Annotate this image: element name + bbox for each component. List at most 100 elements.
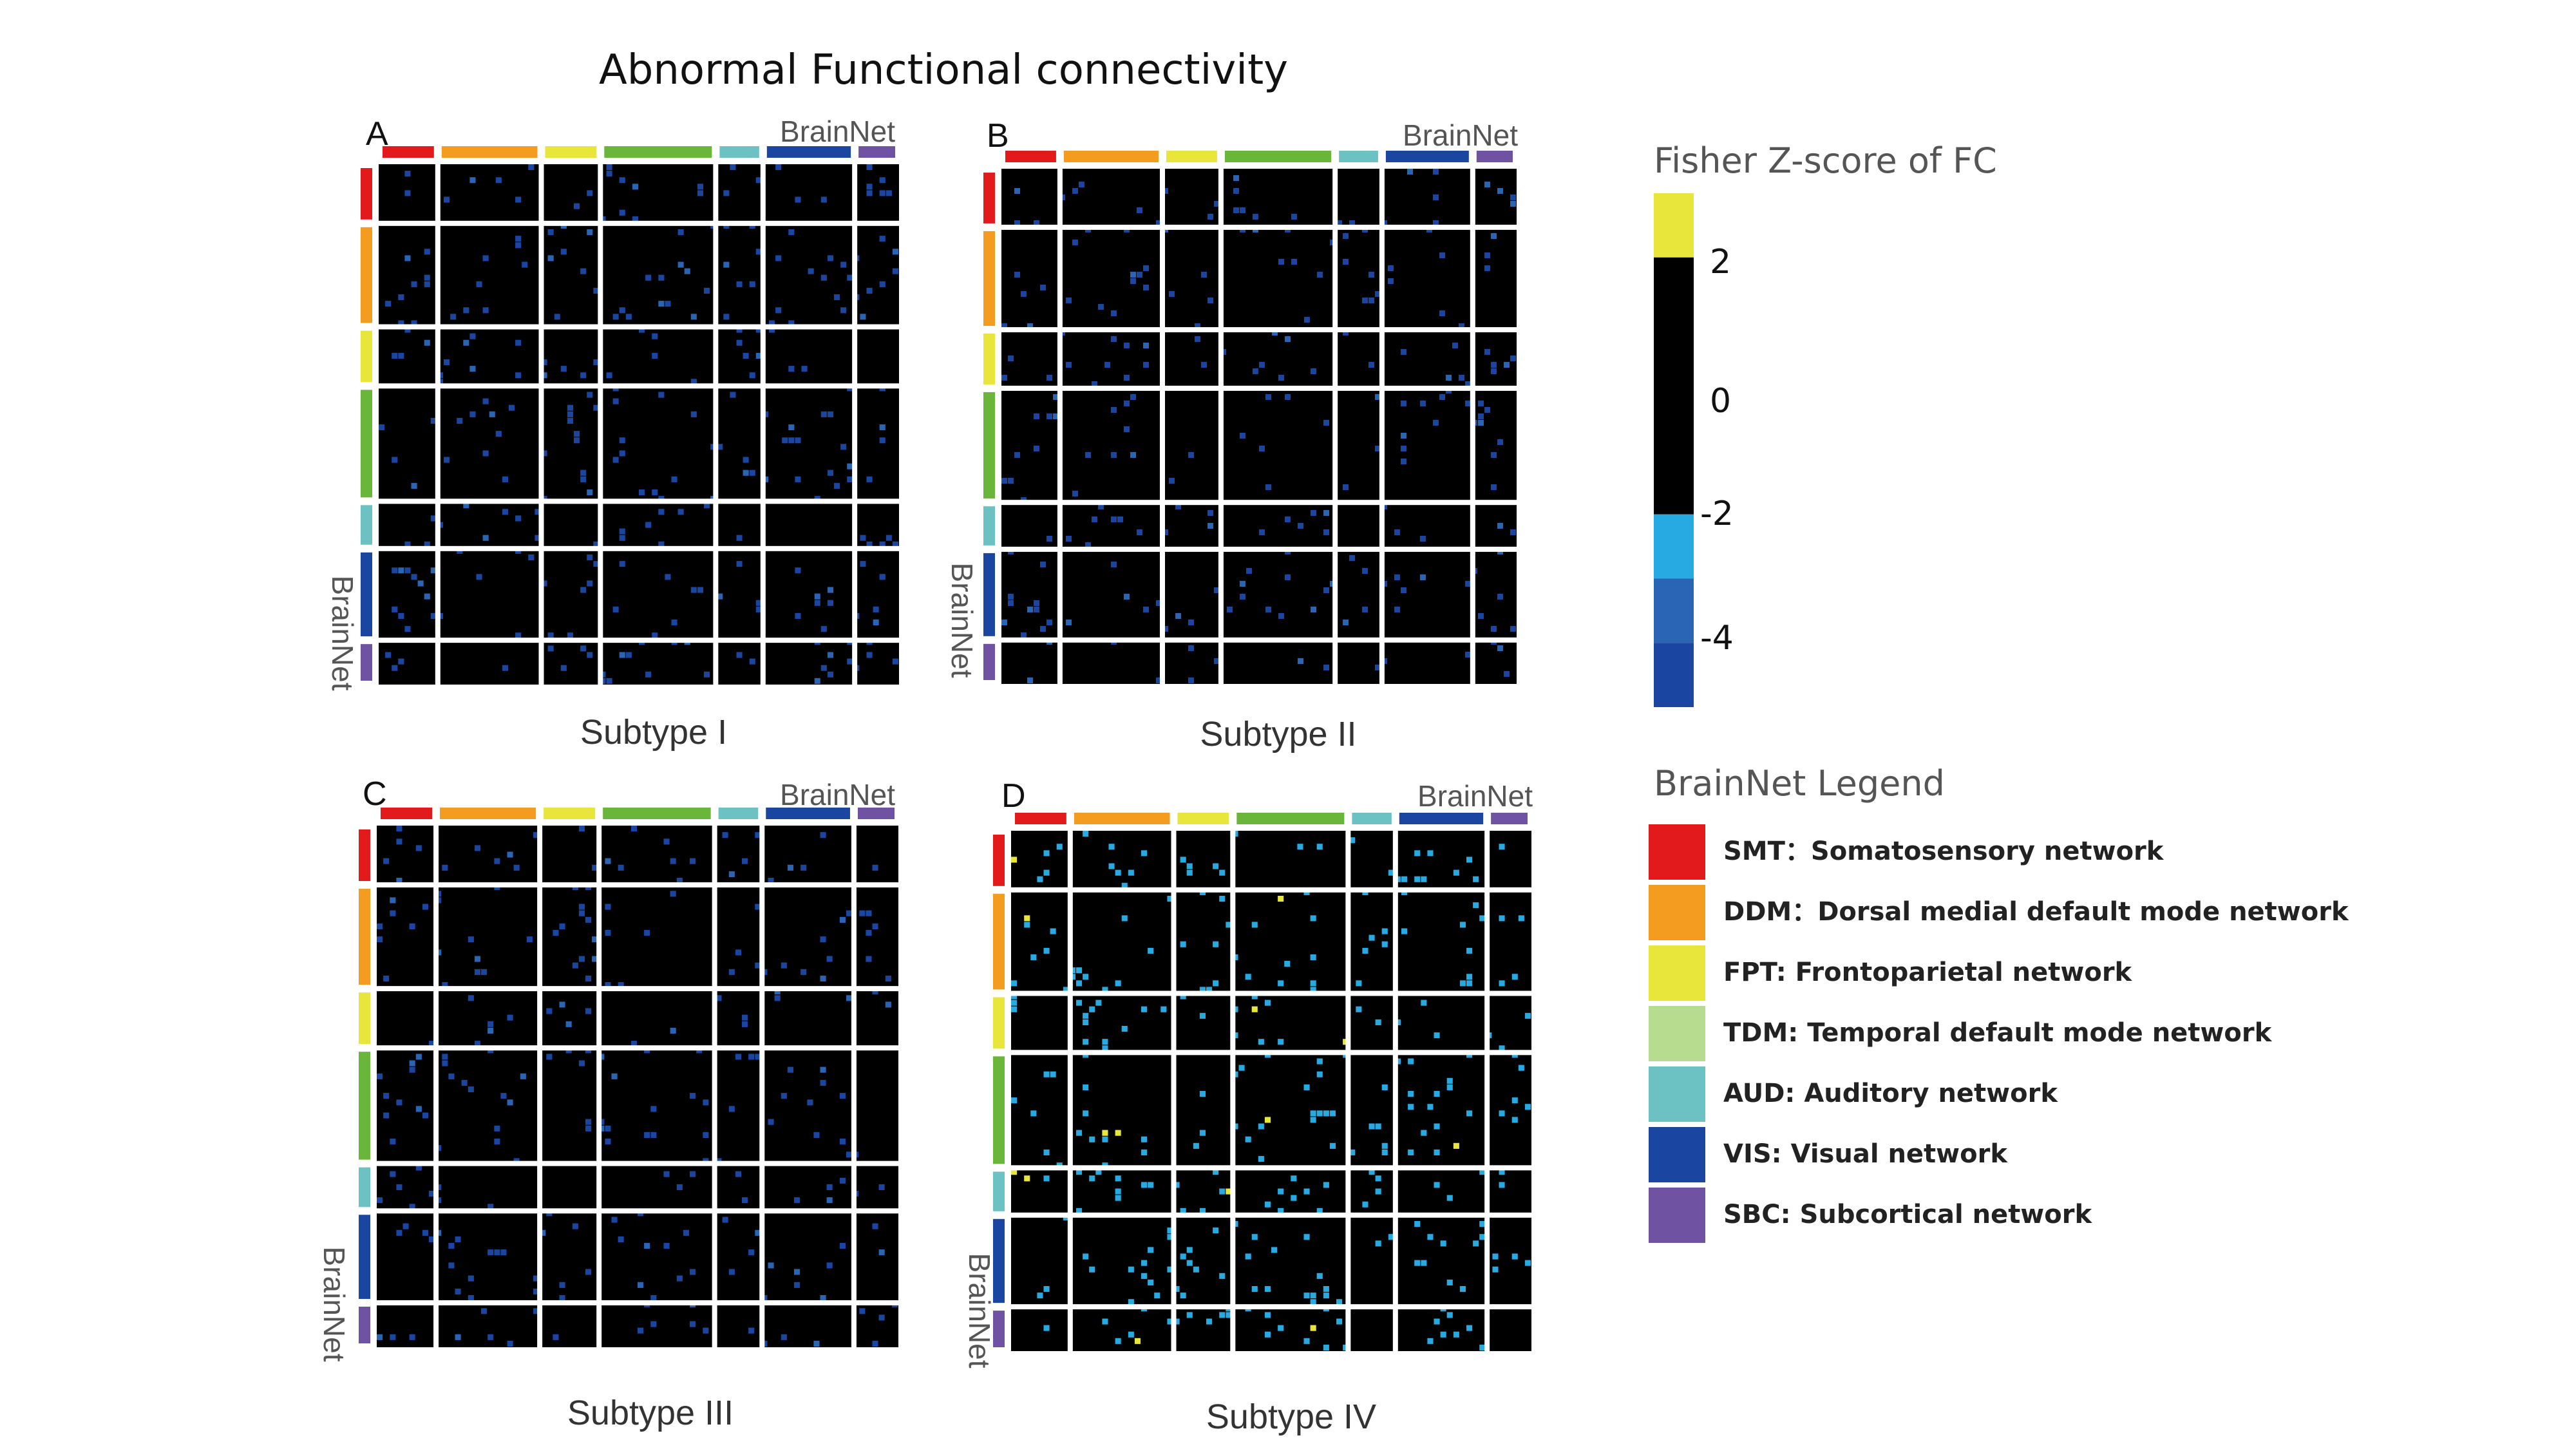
fc-cell [1043,1175,1050,1182]
fc-cell [1030,1110,1037,1117]
fc-cell [585,1269,592,1275]
fc-cell [665,574,671,580]
fc-cell [1143,607,1149,612]
fc-cell [1253,214,1258,220]
network-divider [1218,169,1224,684]
fc-cell [1323,1293,1329,1299]
fc-cell [1375,1240,1381,1247]
fc-cell [592,956,598,962]
fc-cell [574,203,580,209]
fc-cell [488,1334,494,1340]
fc-cell [1264,1201,1271,1208]
fc-cell [593,404,600,411]
fc-cell [690,1321,696,1327]
fc-cell [749,658,755,665]
fc-cell [769,320,775,327]
fc-cell [541,372,547,379]
fc-cell [639,489,645,496]
fc-cell [1499,915,1505,922]
fc-cell [1008,594,1014,600]
fc-cell [820,411,827,417]
fc-cell [1298,523,1303,529]
fc-cell [409,1334,415,1340]
fc-cell [1394,529,1400,535]
fc-cell [1043,850,1050,857]
fc-cell [873,620,879,626]
fc-cell [507,1099,513,1106]
fc-cell [1208,214,1213,220]
fc-cell [676,878,683,884]
fc-cell [1043,947,1050,954]
network-bar-tdm [993,1056,1005,1164]
fc-cell [808,268,814,274]
fc-cell [1121,882,1128,889]
fc-cell [1219,1312,1226,1318]
left-network-bars [983,173,995,680]
fc-cell [1089,1266,1095,1273]
fc-cell [587,190,593,196]
fc-cell [1421,999,1427,1006]
fc-cell [1491,233,1497,239]
fc-cell [748,1327,755,1334]
fc-cell [820,665,827,671]
fc-cell [1368,1169,1375,1175]
fc-cell [1491,362,1497,368]
fc-cell [1245,974,1251,980]
fc-cell [670,1027,676,1034]
fc-cell [1466,980,1473,987]
fc-cell [650,1321,657,1327]
fc-cell [392,606,398,612]
fc-cell [866,910,872,916]
colorbar-swatch [1654,193,1694,258]
fc-cell [736,339,743,346]
fc-cell [723,314,730,320]
fc-cell [1199,1091,1206,1097]
network-divider [760,164,766,685]
fc-cell [1504,671,1510,677]
fc-cell [415,1106,422,1112]
fc-cell [1162,188,1168,194]
fc-cell [461,1079,468,1086]
fc-cell [735,949,741,956]
fc-cell [1311,510,1316,516]
fc-cell [1173,1286,1180,1293]
fc-cell [1213,1227,1219,1234]
fc-cell [396,1229,402,1236]
fc-cell [411,320,417,327]
network-divider [1160,169,1165,684]
fc-cell [515,242,522,249]
fc-cell [612,398,619,404]
fc-cell [1303,1234,1310,1240]
network-bar-sbc [359,1306,370,1343]
fc-cell [1102,1136,1108,1142]
network-divider [433,826,439,1347]
fc-cell [1446,1312,1453,1318]
fc-cell [494,1249,500,1256]
fc-cell [1186,1260,1193,1266]
fc-cell [1381,1149,1388,1155]
network-divider [377,882,898,888]
fc-cell [1251,1006,1258,1012]
colorbar-tick: 2 [1710,243,1731,281]
fc-cell [1452,343,1458,348]
fc-cell [873,606,879,612]
fc-cell [1511,1253,1518,1260]
fc-cell [560,665,567,671]
fc-cell [1046,620,1052,625]
fc-cell [1186,869,1193,876]
fc-cell [383,1112,390,1119]
fc-cell [1421,1260,1427,1266]
fc-cell [730,392,736,398]
network-divider [1332,169,1338,684]
fc-cell [728,1106,735,1112]
fc-cell [587,489,593,496]
fc-cell [879,541,886,547]
fc-cell [755,832,761,838]
fc-cell [1102,1130,1108,1136]
fc-cell [404,541,411,547]
fc-cell [411,574,417,580]
fc-cell [574,431,580,437]
fc-cell [781,1093,787,1099]
top-axis-label: BrainNet [1417,779,1533,813]
network-bar-fpt [1166,151,1217,162]
